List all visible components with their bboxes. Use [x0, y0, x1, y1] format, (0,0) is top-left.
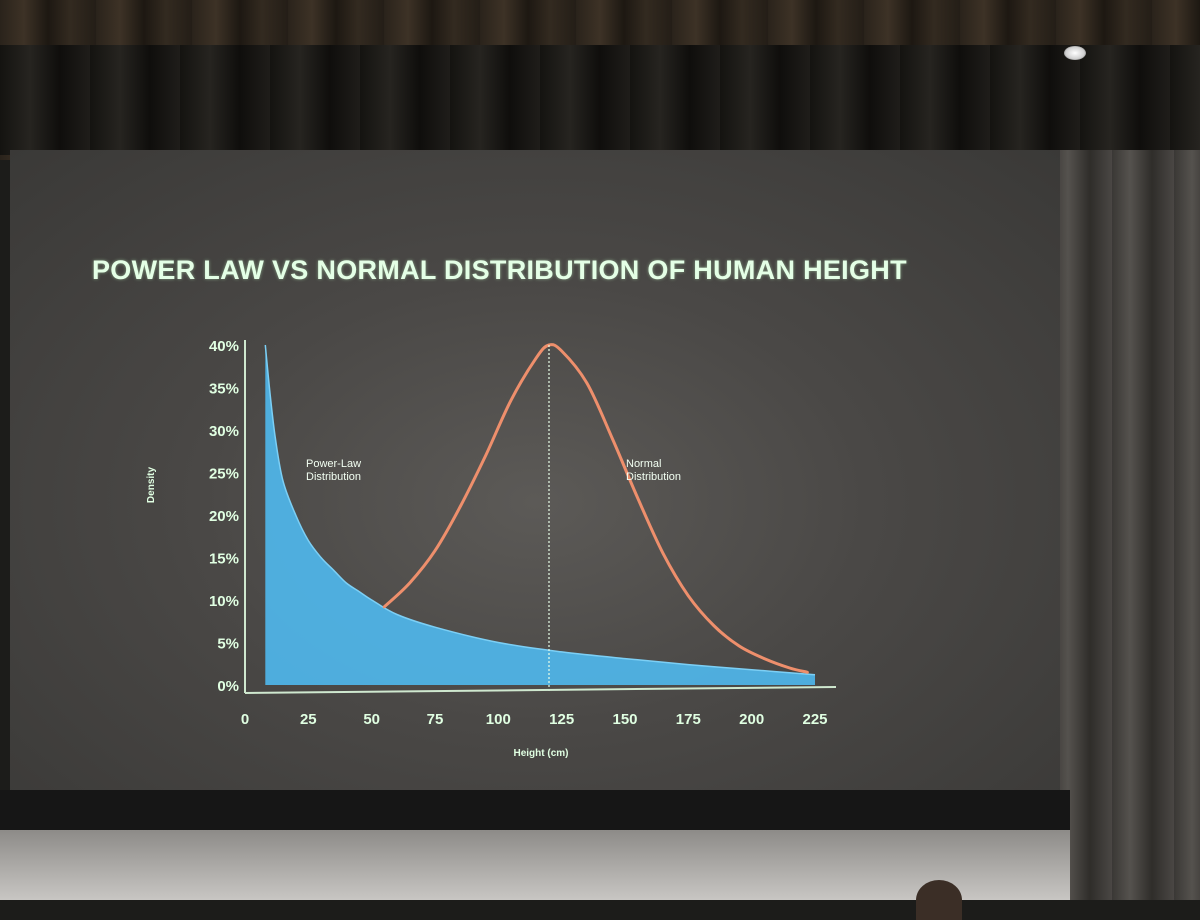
stage-curtain-right — [1050, 150, 1200, 900]
x-axis-label: Height (cm) — [514, 748, 569, 759]
y-tick-label: 35% — [209, 381, 239, 398]
y-axis-label: Density — [146, 467, 157, 504]
x-tick-label: 125 — [549, 711, 574, 728]
distribution-chart: 0% 5% 10% 15% 20% 25% 30% 35% 40% 0 25 50 75 100 125 1… — [146, 338, 837, 759]
x-tick-label: 200 — [739, 711, 764, 728]
x-tick-label: 150 — [612, 711, 637, 728]
y-tick-label: 10% — [209, 593, 239, 610]
x-tick-label: 100 — [486, 711, 511, 728]
y-tick-label: 30% — [209, 423, 239, 440]
y-tick-labels: 0% 5% 10% 15% 20% 25% 30% 35% 40% — [209, 338, 239, 695]
power-law-annotation-line-1: Power-Law — [306, 458, 361, 470]
stage-floor — [0, 830, 1070, 900]
x-tick-label: 25 — [300, 711, 317, 728]
y-tick-label: 20% — [209, 508, 239, 525]
power-law-area — [265, 345, 815, 685]
y-tick-label: 0% — [217, 678, 239, 695]
power-law-annotation: Power-Law Distribution — [306, 458, 364, 483]
power-law-annotation-line-2: Distribution — [306, 471, 361, 483]
x-tick-labels: 0 25 50 75 100 125 150 175 200 225 — [241, 711, 828, 728]
x-tick-label: 0 — [241, 711, 249, 728]
normal-distribution-line — [382, 343, 809, 674]
plot-layer — [264, 343, 816, 693]
power-law-edge — [264, 344, 816, 676]
screen-bottom-frame — [0, 790, 1070, 830]
stage-light — [1064, 46, 1086, 60]
normal-annotation-line-1: Normal — [626, 458, 661, 470]
normal-annotation: Normal Distribution — [626, 458, 681, 483]
x-tick-label: 225 — [802, 711, 827, 728]
stage-curtain-valance — [0, 45, 1200, 155]
x-tick-label: 175 — [676, 711, 701, 728]
x-tick-label: 75 — [427, 711, 444, 728]
x-axis-line — [244, 686, 837, 694]
y-tick-label: 15% — [209, 551, 239, 568]
y-tick-label: 25% — [209, 466, 239, 483]
y-tick-label: 40% — [209, 338, 239, 355]
x-tick-label: 50 — [363, 711, 380, 728]
slide-title: POWER LAW VS NORMAL DISTRIBUTION OF HUMA… — [92, 255, 907, 285]
normal-annotation-line-2: Distribution — [626, 471, 681, 483]
y-tick-label: 5% — [217, 636, 239, 653]
